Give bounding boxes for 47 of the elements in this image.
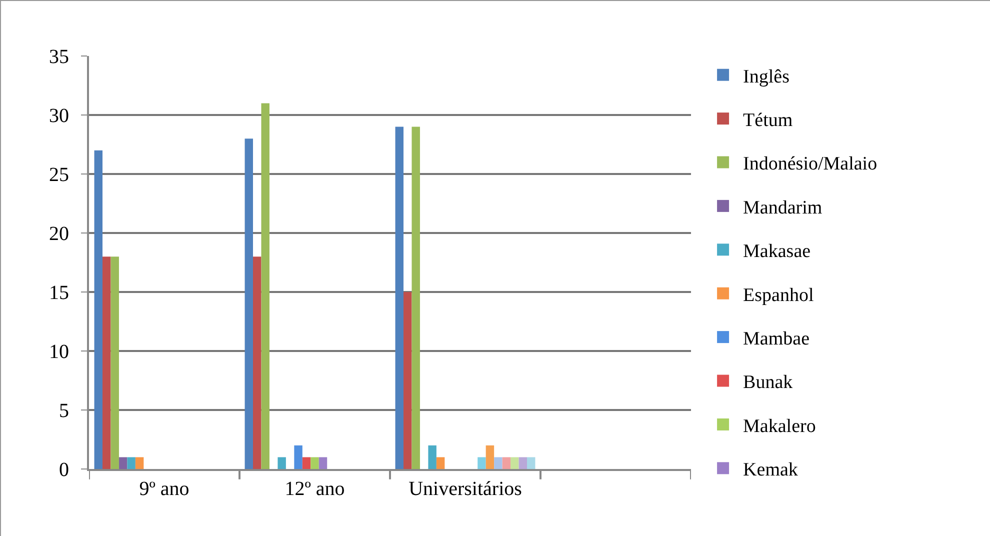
bar <box>527 457 536 469</box>
bar <box>436 457 445 469</box>
legend-label: Mambae <box>743 328 810 350</box>
bar <box>486 445 494 469</box>
x-tick-label: 12º ano <box>284 478 345 500</box>
y-tick-label: 5 <box>59 400 69 422</box>
bar <box>118 457 128 469</box>
legend-label: Kemak <box>743 460 798 481</box>
bar <box>278 457 286 469</box>
x-tick-label: Universitários <box>408 478 522 500</box>
bar <box>412 126 420 469</box>
x-tick-label: 9º ano <box>139 478 190 500</box>
legend-label: Makasae <box>743 241 811 262</box>
bar <box>510 457 519 469</box>
legend-label: Inglês <box>743 66 790 88</box>
legend-label: Mandarim <box>743 197 822 218</box>
bar <box>404 292 412 469</box>
y-tick-label: 15 <box>49 282 69 304</box>
bar <box>261 103 270 469</box>
y-tick-label: 35 <box>49 46 69 68</box>
bar <box>135 457 144 469</box>
bar <box>102 256 111 469</box>
bar <box>302 457 311 469</box>
bar <box>127 457 136 469</box>
bar <box>294 445 302 469</box>
bar <box>310 457 319 469</box>
bar <box>428 445 436 469</box>
bar <box>518 457 527 469</box>
legend-label: Makalero <box>743 416 816 437</box>
legend-label: Bunak <box>743 372 794 394</box>
bar <box>253 256 262 469</box>
bar <box>395 126 404 469</box>
bar <box>244 138 253 469</box>
legend-label: Tétum <box>743 110 793 131</box>
bar <box>478 457 486 469</box>
y-tick-label: 25 <box>49 164 69 186</box>
y-tick-label: 20 <box>49 223 69 245</box>
legend-label: Espanhol <box>743 284 814 306</box>
y-tick-label: 10 <box>49 341 69 363</box>
y-tick-label: 30 <box>49 105 69 127</box>
bar <box>502 457 511 469</box>
bar <box>494 457 502 469</box>
bar <box>94 150 102 469</box>
bar <box>318 457 328 469</box>
y-tick-label: 0 <box>59 459 69 481</box>
bar <box>110 256 119 469</box>
legend-label: Indonésio/Malaio <box>743 154 878 175</box>
